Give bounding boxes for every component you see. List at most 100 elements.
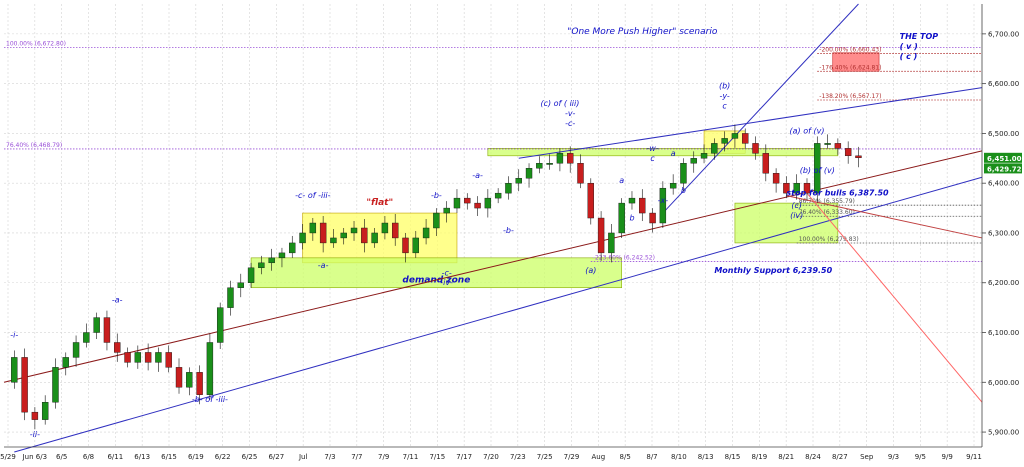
price-tag-box — [984, 152, 1022, 163]
wave-label: -i- — [10, 330, 18, 339]
candle-body — [62, 357, 69, 368]
candle-body — [11, 357, 18, 383]
x-tick-label: 8/7 — [646, 453, 657, 461]
candle-body — [680, 163, 687, 184]
wave-label: -c- — [565, 119, 575, 128]
y-tick-label: 5,900.00 — [988, 429, 1019, 437]
candle-body — [247, 267, 255, 283]
zone-rect — [250, 257, 622, 289]
candle-body — [814, 143, 821, 194]
candle-body — [453, 197, 461, 209]
x-tick-label: 7/11 — [403, 453, 419, 461]
y-tick-label: 6,600.00 — [988, 80, 1019, 88]
candle-body — [278, 252, 286, 259]
x-tick-label: 8/27 — [832, 453, 848, 461]
x-tick-label: 7/25 — [537, 453, 553, 461]
x-tick-label: Sep — [860, 453, 874, 461]
x-tick-label: 7/23 — [510, 453, 526, 461]
x-tick-label: 6/11 — [107, 453, 123, 461]
x-tick-label: 8/24 — [805, 453, 821, 461]
wave-label: -b- — [503, 226, 514, 235]
candle-body — [855, 155, 862, 159]
y-tick-label: 6,500.00 — [988, 130, 1019, 138]
candle-body — [464, 197, 471, 204]
x-tick-label: 8/21 — [778, 453, 794, 461]
candle-body — [186, 372, 193, 388]
candle-body — [793, 182, 800, 194]
candle-body — [567, 153, 574, 164]
candle-body — [803, 182, 811, 194]
x-tick-label: 7/15 — [429, 453, 445, 461]
candle-body — [525, 168, 533, 179]
x-tick-label: 9/11 — [966, 453, 982, 461]
wave-label: -a- — [318, 261, 329, 270]
level-label: 76.40% (6,333.60) — [799, 209, 855, 216]
zone-rect — [832, 52, 880, 72]
wave-label: (a) — [585, 266, 596, 275]
wave-label: b — [629, 214, 634, 223]
annotation-label: stop for bulls 6,387.50 — [786, 189, 889, 198]
x-tick-label: 6/5 — [56, 453, 67, 461]
x-tick-label: 6/19 — [188, 453, 204, 461]
x-tick-label: 7/20 — [483, 453, 499, 461]
candle-body — [762, 153, 770, 174]
wave-label: a — [671, 149, 676, 158]
y-tick-label: 6,000.00 — [988, 379, 1019, 387]
y-tick-label: 6,400.00 — [988, 180, 1019, 188]
candle-body — [361, 227, 368, 244]
candle-body — [268, 257, 275, 264]
candle-body — [628, 197, 636, 204]
candle-body — [700, 153, 708, 159]
annotation-label: ( c ) — [900, 52, 918, 61]
x-tick-label: 7/29 — [564, 453, 580, 461]
level-label: -223.60% (6,242.52) — [593, 255, 655, 262]
candle-body — [772, 173, 780, 184]
x-tick-label: 5/29 — [0, 453, 16, 461]
x-tick-label: 8/13 — [698, 453, 714, 461]
wave-label: (c) of ( iii) — [540, 99, 579, 108]
annotation-label: ( v ) — [900, 42, 918, 51]
candle-body — [93, 317, 100, 333]
x-tick-label: 8/10 — [671, 453, 687, 461]
candle-body — [844, 148, 852, 157]
wave-label: -a- — [112, 296, 123, 305]
candle-body — [711, 143, 718, 154]
candle-body — [587, 182, 594, 219]
x-tick-label: 9/9 — [942, 453, 953, 461]
wave-label: c — [650, 154, 655, 163]
candle-body — [824, 143, 831, 145]
candle-body — [721, 138, 728, 144]
level-label: -200.00% (6,660.43) — [819, 47, 881, 54]
candle-body — [175, 367, 183, 388]
candle-body — [577, 163, 584, 184]
wave-label: (b) of (v) — [800, 166, 835, 175]
candle-body — [114, 342, 121, 353]
wave-label: -iv- — [440, 278, 453, 287]
wave-label: -c- — [442, 268, 452, 277]
candle-body — [237, 282, 244, 288]
wave-label: (iv) — [790, 211, 803, 220]
candle-body — [639, 197, 646, 214]
x-tick-label: Aug — [591, 453, 605, 461]
x-tick-label: 6/25 — [242, 453, 258, 461]
candle-body — [83, 332, 90, 343]
candle-body — [546, 163, 553, 165]
x-tick-label: 7/17 — [456, 453, 472, 461]
candle-body — [649, 212, 656, 224]
candle-body — [412, 237, 419, 254]
candle-body — [536, 163, 543, 169]
x-tick-label: 6/15 — [161, 453, 177, 461]
x-tick-label: 8/15 — [725, 453, 741, 461]
zone-rect — [302, 212, 458, 264]
y-tick-label: 6,300.00 — [988, 229, 1019, 237]
x-tick-label: 8/5 — [620, 453, 631, 461]
level-label: -176.40% (6,624.81) — [819, 64, 881, 71]
candle-body — [72, 342, 80, 358]
x-tick-label: 7/9 — [378, 453, 389, 461]
candle-body — [330, 237, 337, 244]
candle-body — [299, 232, 306, 244]
wave-label: -y- — [720, 92, 730, 101]
level-label: 86.70% (6,355.79) — [799, 198, 855, 205]
candle-body — [402, 237, 409, 254]
